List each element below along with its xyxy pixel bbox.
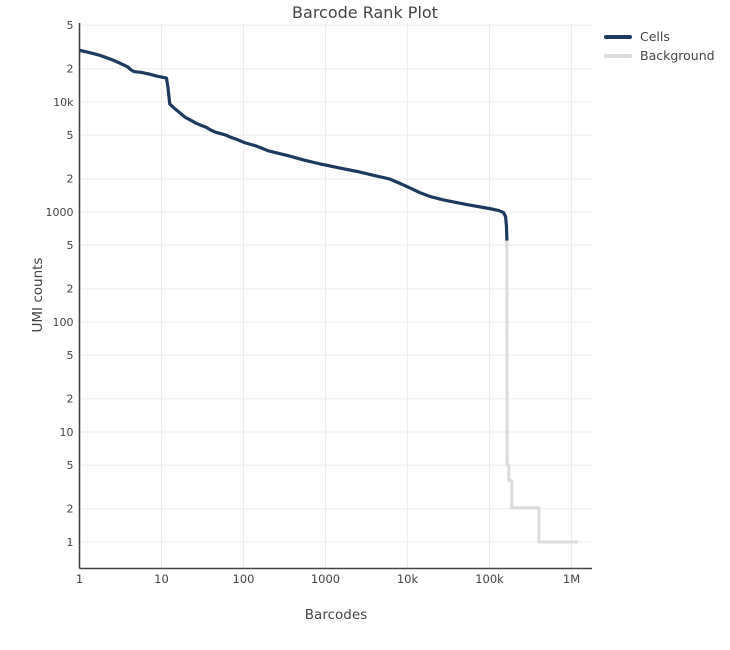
cells-line-swatch — [604, 34, 632, 39]
x-tick-label: 100k — [475, 572, 504, 586]
x-tick-label: 1M — [563, 572, 580, 586]
background-line-swatch — [604, 53, 632, 58]
x-tick-label: 1 — [76, 572, 83, 586]
x-tick-label: 100 — [233, 572, 255, 586]
y-tick-label: 1000 — [46, 206, 74, 219]
legend-label-cells: Cells — [640, 29, 670, 44]
y-tick-label: 5 — [67, 19, 74, 32]
x-tick-label: 10 — [154, 572, 169, 586]
y-tick-label: 5 — [67, 459, 74, 472]
y-tick-label: 5 — [67, 239, 74, 252]
legend-item-cells[interactable]: Cells — [604, 29, 715, 44]
y-tick-label: 2 — [67, 283, 74, 296]
x-tick-label: 1000 — [311, 572, 340, 586]
y-axis-title: UMI counts — [30, 257, 46, 333]
y-tick-label: 5 — [67, 349, 74, 362]
y-tick-label: 2 — [67, 63, 74, 76]
y-tick-label: 100 — [53, 316, 74, 329]
y-tick-label: 1 — [67, 536, 74, 549]
x-tick-label: 10k — [397, 572, 419, 586]
legend: Cells Background — [604, 29, 715, 67]
y-tick-label: 2 — [67, 173, 74, 186]
legend-item-background[interactable]: Background — [604, 48, 715, 63]
y-tick-label: 2 — [67, 393, 74, 406]
y-tick-label: 10k — [53, 96, 74, 109]
y-tick-label: 5 — [67, 129, 74, 142]
y-tick-label: 10 — [60, 426, 74, 439]
y-tick-label: 2 — [67, 503, 74, 516]
chart-title: Barcode Rank Plot — [292, 3, 438, 22]
cells-series-line[interactable] — [79, 48, 509, 241]
x-axis-title: Barcodes — [304, 607, 368, 623]
legend-label-background: Background — [640, 48, 715, 63]
background-series-line[interactable] — [505, 240, 578, 544]
